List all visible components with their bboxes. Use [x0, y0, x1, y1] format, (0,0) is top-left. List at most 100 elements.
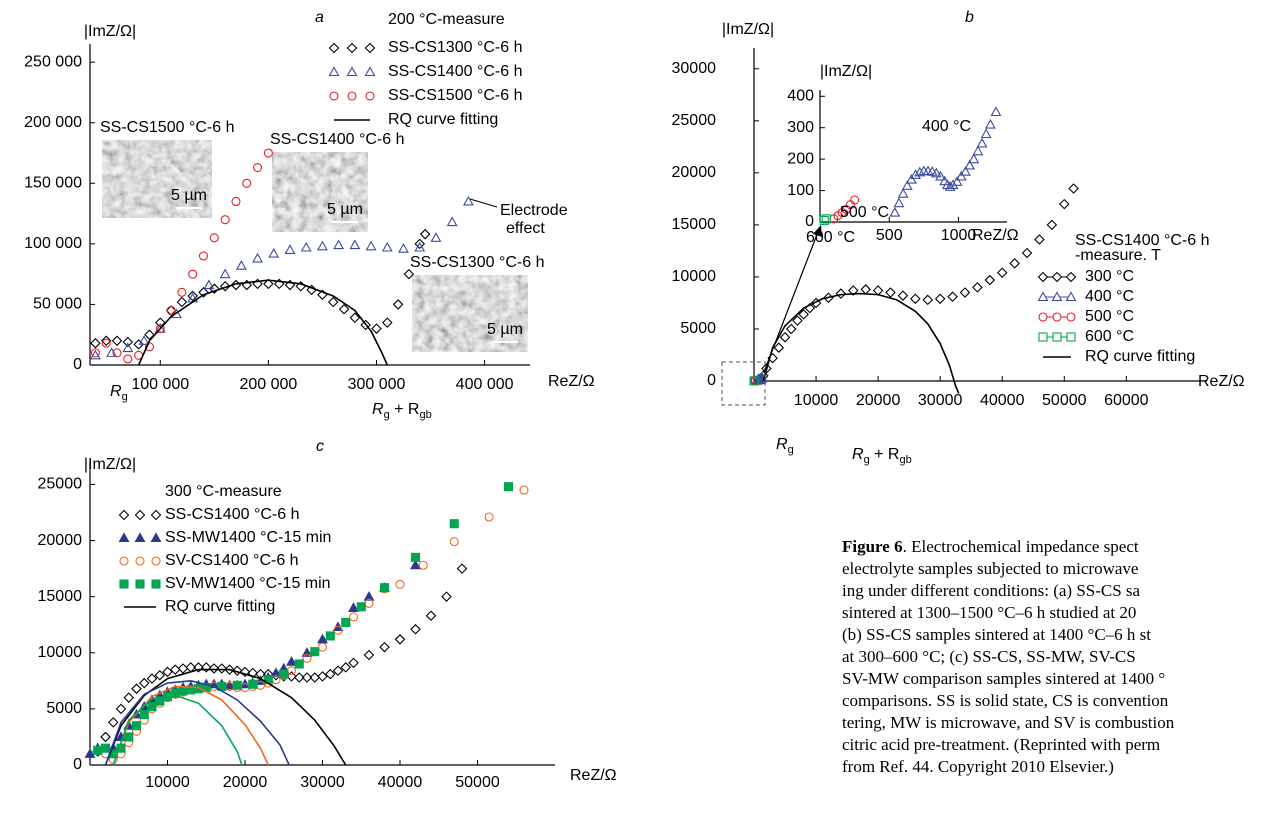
marker: [139, 709, 149, 720]
x-tick-label: 20000: [223, 774, 268, 791]
marker: [150, 532, 162, 543]
marker: [231, 196, 241, 207]
y-tick-label: 0: [73, 756, 82, 773]
marker: [112, 348, 122, 358]
marker: [398, 243, 409, 253]
annotation: 600 °C: [806, 229, 855, 246]
marker: [1023, 60, 1032, 69]
marker: [930, 167, 942, 178]
annotation-part: R: [372, 401, 384, 418]
marker: [324, 668, 336, 680]
marker: [100, 335, 112, 347]
marker: [821, 214, 831, 224]
annotation: 400 °C: [922, 118, 971, 135]
x-tick-label: 10000: [794, 392, 839, 409]
marker: [134, 509, 146, 521]
marker: [1068, 183, 1079, 194]
y-tick-label: 100: [787, 182, 814, 199]
marker: [270, 667, 282, 678]
caption-line: SV-MW comparison samples sintered at 140…: [842, 669, 1166, 688]
marker: [379, 583, 390, 593]
marker: [162, 666, 173, 678]
y-axis-label: |ImZ/Ω|: [722, 21, 774, 38]
y-tick-label: 15000: [672, 216, 717, 233]
y-tick-label: 5000: [680, 320, 716, 337]
legend-label: RQ curve fitting: [165, 598, 275, 615]
x-tick-label: 500: [876, 227, 903, 244]
x-axis-label: ReZ/Ω: [570, 767, 617, 784]
marker: [1046, 219, 1058, 231]
y-tick-label: 100 000: [24, 235, 82, 252]
legend-title: 300 °C-measure: [165, 483, 282, 500]
annotation: 500 °C: [840, 204, 889, 221]
marker: [144, 342, 155, 352]
legend-title: 200 °C-measure: [388, 11, 505, 28]
marker: [1051, 271, 1063, 283]
legend-title: SS-CS1400 °C-6 h: [1075, 232, 1209, 249]
marker: [1038, 312, 1048, 322]
caption-line: ing under different conditions: (a) SS-C…: [842, 581, 1141, 600]
marker: [897, 188, 909, 198]
marker: [89, 349, 101, 360]
marker: [392, 299, 404, 310]
marker: [317, 671, 328, 682]
marker: [219, 280, 231, 292]
marker: [749, 376, 759, 386]
micrograph-image: [271, 151, 369, 233]
caption-line: sintered at 1300–1500 °C–6 h studied at …: [842, 603, 1137, 622]
marker: [150, 509, 162, 521]
marker: [848, 285, 859, 296]
annotation-part: gb: [899, 454, 911, 466]
legend-label: RQ curve fitting: [388, 111, 498, 128]
marker: [224, 664, 235, 675]
marker: [209, 283, 220, 294]
marker: [810, 297, 822, 309]
marker: [984, 274, 996, 286]
y-tick-label: 250 000: [24, 53, 82, 70]
marker: [1052, 312, 1062, 322]
y-tick-label: 300: [787, 119, 814, 136]
annotation-part: effect: [506, 220, 545, 237]
caption-label: Figure 6: [842, 537, 903, 556]
marker: [410, 623, 421, 635]
marker: [301, 647, 313, 657]
marker: [395, 579, 405, 589]
annotation-part: g: [122, 391, 128, 403]
marker: [885, 287, 896, 298]
marker: [968, 153, 980, 164]
marker: [263, 148, 273, 158]
marker: [123, 692, 135, 703]
marker: [1065, 291, 1077, 302]
marker: [819, 215, 829, 225]
marker: [897, 290, 909, 301]
y-tick-label: 25000: [672, 112, 717, 129]
legend-label: SV-CS1400 °C-6 h: [165, 552, 299, 569]
marker: [122, 342, 134, 353]
marker: [122, 336, 134, 348]
annotation-part: 600 °C: [806, 229, 855, 246]
y-axis-label: |ImZ/Ω|: [84, 23, 136, 40]
marker: [1065, 271, 1077, 283]
fit-line: [137, 279, 389, 366]
chart-title: c: [316, 438, 324, 455]
marker: [462, 195, 474, 206]
marker: [286, 666, 297, 676]
x-tick-label: 10000: [145, 774, 190, 791]
fit-line: [1028, 0, 1262, 599]
marker: [418, 560, 428, 570]
marker: [133, 339, 144, 350]
marker: [294, 659, 304, 669]
x-tick-label: 40000: [980, 392, 1025, 409]
marker: [176, 296, 188, 308]
marker: [200, 662, 212, 673]
legend-label: 400 °C: [1085, 288, 1134, 305]
chart-title: a: [315, 9, 324, 26]
marker: [893, 197, 905, 208]
marker: [84, 748, 96, 758]
marker: [872, 285, 884, 296]
micrograph-label: SS-CS1400 °C-6 h: [270, 131, 404, 148]
marker: [922, 294, 934, 306]
y-tick-label: 400: [787, 88, 814, 105]
zoom-arrow-head: [813, 225, 822, 237]
